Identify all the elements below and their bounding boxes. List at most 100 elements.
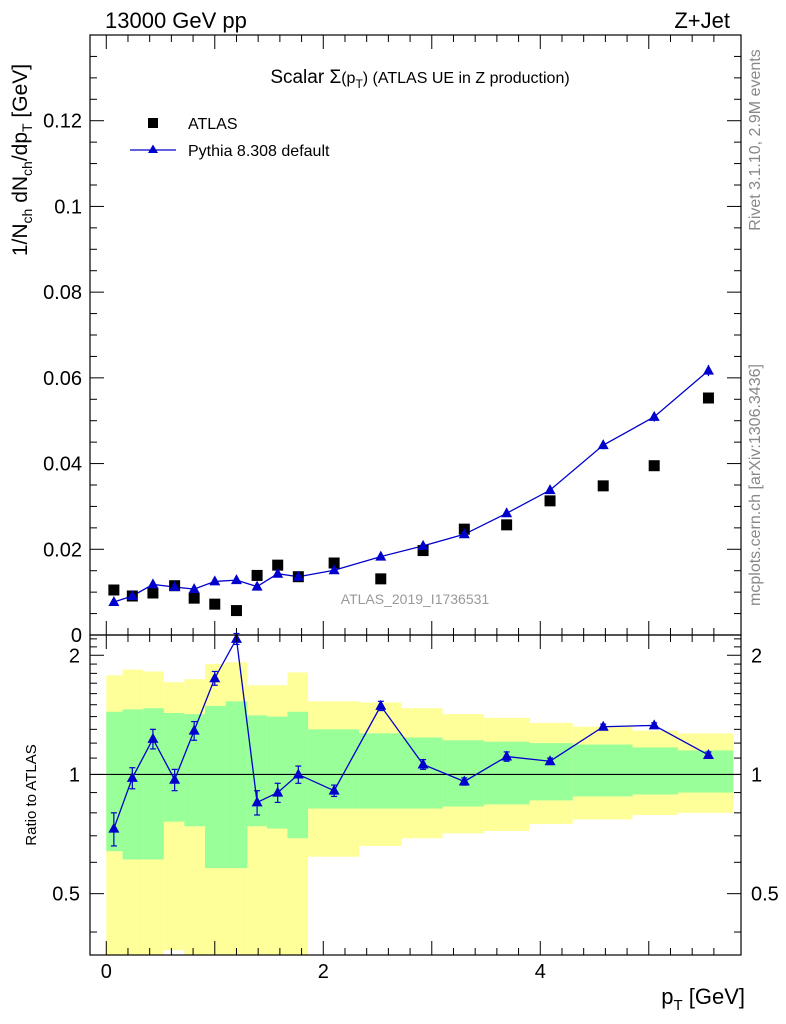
main-x-ticks bbox=[105, 35, 715, 635]
header-left: 13000 GeV pp bbox=[105, 8, 247, 33]
ratio-pythia-point bbox=[328, 784, 340, 795]
ratio-pythia-point bbox=[169, 773, 181, 784]
main-ytick-label: 0 bbox=[71, 625, 82, 647]
atlas-point bbox=[108, 584, 120, 596]
ratio-x-label: pT [GeV] bbox=[661, 984, 745, 1014]
ratio-band-inner bbox=[247, 715, 267, 827]
xtick-label: 2 bbox=[318, 961, 329, 983]
xlabel-main: p bbox=[661, 984, 673, 1009]
ratio-ytick-label-right: 2 bbox=[751, 645, 762, 667]
pythia-point bbox=[292, 570, 304, 581]
atlas-point bbox=[702, 392, 714, 404]
main-series-lines bbox=[113, 370, 709, 603]
ratio-pythia-point bbox=[375, 699, 387, 710]
pythia-point bbox=[188, 583, 200, 594]
ratio-y-label: Ratio to ATLAS bbox=[23, 744, 40, 845]
ratio-pythia-point bbox=[126, 771, 138, 782]
atlas-point bbox=[188, 592, 200, 604]
ratio-band-inner bbox=[632, 747, 679, 795]
pythia-point bbox=[147, 578, 159, 589]
pythia-point bbox=[702, 364, 714, 375]
ratio-band-inner bbox=[572, 744, 633, 797]
ratio-pythia-point bbox=[272, 786, 284, 797]
atlas-point bbox=[272, 559, 284, 571]
ylabel-d: [GeV] bbox=[9, 64, 32, 124]
main-y-axis: 0 0.02 0.04 0.06 0.08 0.1 0.12 bbox=[43, 55, 741, 647]
main-ytick-label: 0.04 bbox=[43, 454, 82, 476]
main-ytick-label: 0.02 bbox=[43, 539, 82, 561]
analysis-label: ATLAS_2019_I1736531 bbox=[341, 591, 490, 607]
pythia-point bbox=[251, 580, 263, 591]
pythia-line bbox=[113, 370, 709, 603]
legend-pythia-marker bbox=[148, 144, 158, 153]
ratio-pythia-point bbox=[597, 720, 609, 731]
pythia-point bbox=[544, 484, 556, 495]
atlas-point bbox=[375, 573, 387, 585]
ratio-panel: 0.5 0.5 1 1 2 2 0 2 4 Ratio to ATLAS pT [GeV] bbox=[23, 632, 779, 1014]
ratio-ytick-label-right: 1 bbox=[751, 764, 762, 786]
ratio-bands bbox=[106, 662, 734, 955]
atlas-point bbox=[648, 460, 660, 472]
pythia-point bbox=[458, 528, 470, 539]
atlas-point bbox=[147, 587, 159, 599]
pythia-point bbox=[209, 575, 221, 586]
ratio-pythia-point bbox=[209, 672, 221, 683]
title-main: Scalar Σ bbox=[270, 67, 341, 88]
ratio-ytick-label: 0.5 bbox=[52, 884, 80, 906]
pythia-point bbox=[501, 507, 513, 518]
atlas-point bbox=[417, 545, 429, 557]
atlas-point bbox=[328, 557, 340, 569]
ratio-pythia-point bbox=[108, 822, 120, 833]
xtick-label: 4 bbox=[535, 961, 546, 983]
title-paren-close: ) bbox=[363, 70, 368, 87]
pythia-point bbox=[375, 550, 387, 561]
pythia-point bbox=[108, 596, 120, 606]
ratio-band-inner bbox=[529, 743, 573, 801]
title-rest: (ATLAS UE in Z production) bbox=[368, 70, 570, 87]
pythia-point bbox=[417, 539, 429, 550]
ratio-pythia-point bbox=[292, 768, 304, 779]
ratio-pythia-point bbox=[188, 724, 200, 735]
atlas-point bbox=[501, 519, 513, 531]
xlabel-sub: T bbox=[673, 997, 682, 1014]
pythia-point bbox=[126, 590, 138, 600]
ylabel-b-sub: ch bbox=[19, 161, 35, 176]
main-title: Scalar Σ(pT) (ATLAS UE in Z production) bbox=[270, 67, 569, 91]
atlas-point bbox=[209, 598, 221, 610]
xlabel-rest: [GeV] bbox=[683, 984, 745, 1009]
pythia-point bbox=[648, 410, 660, 421]
main-ytick-label: 0.06 bbox=[43, 368, 82, 390]
ratio-frame bbox=[89, 634, 742, 956]
ratio-y-axis: 0.5 0.5 1 1 2 2 bbox=[52, 638, 779, 933]
ratio-band-inner bbox=[225, 701, 248, 869]
ratio-band-inner bbox=[266, 716, 288, 829]
ratio-ytick-label-right: 0.5 bbox=[751, 884, 779, 906]
ratio-ytick-label: 2 bbox=[69, 645, 80, 667]
main-ytick-label: 0.08 bbox=[43, 282, 82, 304]
ratio-pythia-point bbox=[458, 775, 470, 786]
atlas-point bbox=[544, 495, 556, 507]
pythia-point bbox=[328, 564, 340, 575]
atlas-point bbox=[597, 480, 609, 492]
main-series-marks bbox=[108, 364, 714, 617]
legend-atlas-label: ATLAS bbox=[188, 116, 238, 133]
legend-atlas-marker bbox=[148, 118, 158, 128]
pythia-point bbox=[169, 581, 181, 591]
ylabel-a-sub: ch bbox=[19, 209, 35, 224]
title-sub: T bbox=[355, 77, 363, 91]
main-ytick-label: 0.12 bbox=[43, 111, 82, 133]
ratio-band-inner bbox=[359, 733, 402, 809]
title-paren-open: (p bbox=[341, 70, 355, 87]
xtick-label: 0 bbox=[101, 961, 112, 983]
header-right: Z+Jet bbox=[674, 8, 730, 33]
pythia-point bbox=[272, 567, 284, 578]
ratio-ytick-label: 1 bbox=[69, 764, 80, 786]
ratio-pythia-point bbox=[702, 748, 714, 759]
rivet-label: Rivet 3.1.10, 2.9M events bbox=[747, 49, 764, 230]
ratio-pythia-point bbox=[544, 755, 556, 766]
ylabel-c: /dp bbox=[9, 132, 32, 161]
ratio-series-marks bbox=[108, 632, 714, 847]
main-y-label: 1/Nch dNch/dpT [GeV] bbox=[9, 64, 35, 256]
legend: ATLAS Pythia 8.308 default bbox=[130, 116, 330, 160]
